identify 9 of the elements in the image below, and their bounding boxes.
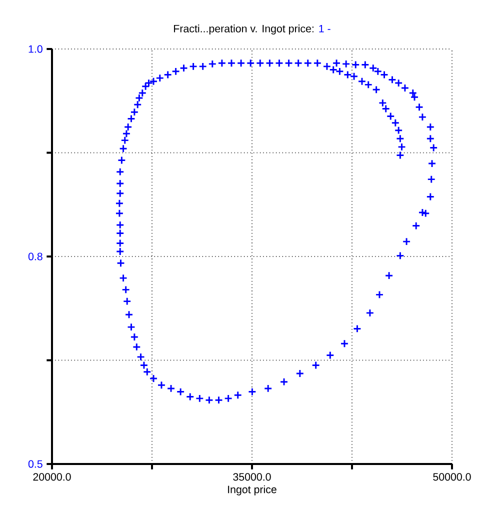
y-tick-label: 1.0 bbox=[28, 45, 42, 53]
x-axis-title: Ingot price bbox=[228, 485, 276, 496]
text: 1 - bbox=[319, 24, 330, 32]
y-tick-label: 0.8 bbox=[28, 252, 42, 260]
y-tick-label: 0.5 bbox=[28, 460, 42, 468]
x-tick-label: 50000.0 bbox=[433, 473, 471, 481]
x-tick-label: 20000.0 bbox=[33, 473, 71, 481]
chart-title: Fracti...peration v. Ingot price: bbox=[174, 24, 314, 35]
x-tick-label: 35000.0 bbox=[233, 473, 271, 481]
